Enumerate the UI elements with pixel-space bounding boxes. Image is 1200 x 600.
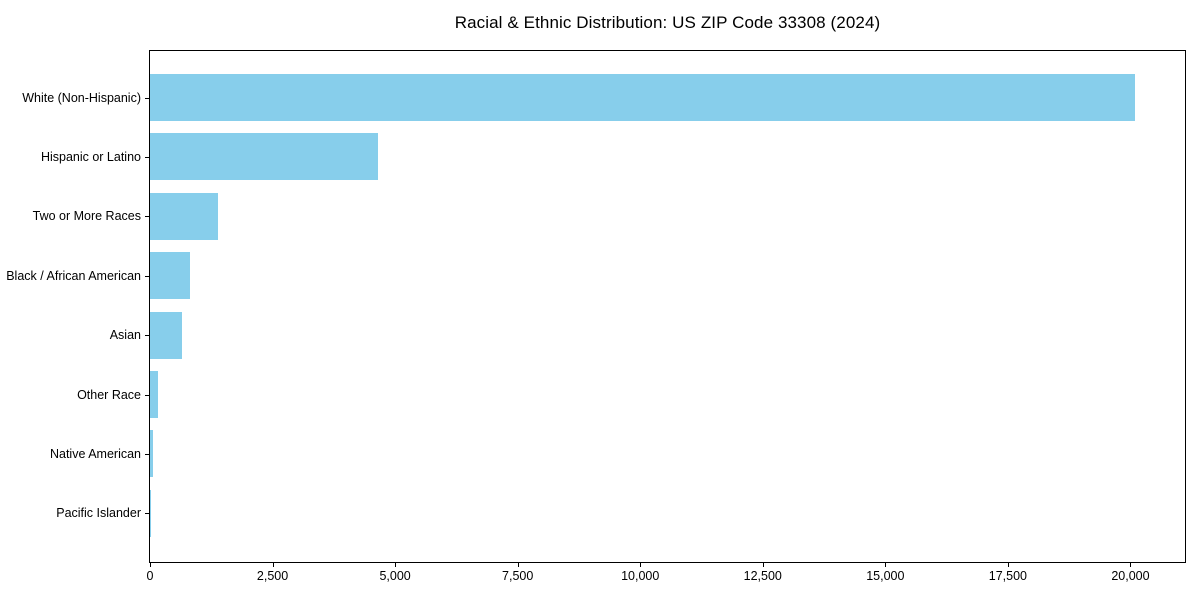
bar-black-african-american [150, 252, 190, 300]
y-tick-mark [145, 97, 149, 99]
x-tick-label: 17,500 [988, 569, 1027, 583]
x-tick-label: 0 [146, 569, 154, 583]
y-tick-mark [145, 513, 149, 515]
y-tick-mark [145, 335, 149, 337]
bar-hispanic-or-latino [150, 133, 378, 181]
x-tick-label: 10,000 [621, 569, 660, 583]
y-tick-label: Other Race [77, 387, 141, 402]
x-tick-label: 7,500 [502, 569, 534, 583]
x-tick-label: 20,000 [1111, 569, 1150, 583]
x-tick-label: 15,000 [866, 569, 905, 583]
y-tick-mark [145, 275, 149, 277]
y-tick-mark [145, 216, 149, 218]
x-tick-mark [272, 563, 274, 567]
bar-two-or-more-races [150, 192, 219, 240]
y-tick-label: Two or More Races [32, 209, 141, 224]
y-tick-label: Hispanic or Latino [40, 149, 141, 164]
x-tick-mark [150, 563, 151, 567]
y-tick-label: Native American [49, 446, 141, 461]
y-tick-label: Asian [109, 328, 141, 343]
x-tick-mark [885, 563, 887, 567]
x-tick-mark [762, 563, 764, 567]
x-tick-mark [1007, 563, 1009, 567]
y-tick-label: Pacific Islander [56, 506, 141, 521]
x-tick-mark [395, 563, 397, 567]
y-tick-mark [145, 156, 149, 158]
y-tick-mark [145, 394, 149, 396]
x-tick-mark [1130, 563, 1132, 567]
bar-native-american [150, 430, 153, 478]
y-tick-label: White (Non-Hispanic) [22, 90, 141, 105]
x-tick-label: 5,000 [379, 569, 411, 583]
bar-white-non-hispanic [150, 74, 1135, 121]
x-tick-mark [640, 563, 642, 567]
plot-area [149, 50, 1186, 563]
x-tick-label: 12,500 [743, 569, 782, 583]
bar-asian [150, 311, 182, 359]
bar-pacific-islander [150, 489, 151, 537]
y-tick-label: Black / African American [6, 268, 141, 283]
chart-title: Racial & Ethnic Distribution: US ZIP Cod… [454, 13, 881, 32]
y-tick-mark [145, 453, 149, 455]
x-tick-label: 2,500 [256, 569, 289, 583]
bar-other-race [150, 371, 159, 418]
x-tick-mark [517, 563, 519, 567]
